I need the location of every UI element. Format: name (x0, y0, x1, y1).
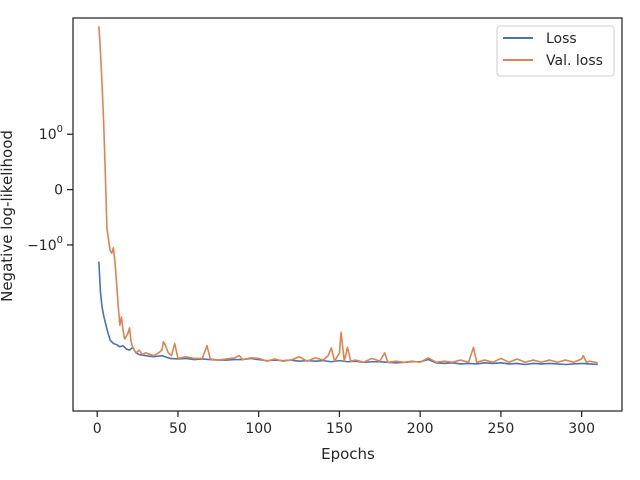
x-tick-label: 50 (169, 421, 187, 437)
x-tick-label: 0 (93, 421, 102, 437)
legend-label-loss: Loss (546, 31, 577, 47)
plot-layer (98, 26, 598, 366)
x-axis-label: Epochs (321, 445, 375, 463)
series-line-loss (98, 261, 598, 366)
x-axis: 0 50 100 150 200 250 300 (93, 411, 595, 437)
legend: Loss Val. loss (496, 25, 615, 77)
legend-label-val-loss: Val. loss (546, 53, 603, 69)
y-tick-label: 100 (39, 124, 63, 143)
x-tick-label: 100 (245, 421, 272, 437)
y-tick-label: 0 (54, 183, 63, 199)
plot-frame (72, 17, 623, 412)
x-tick-label: 200 (407, 421, 434, 437)
x-tick-label: 150 (326, 421, 353, 437)
y-axis: 100 0 −100 (27, 124, 73, 254)
y-tick-label: −100 (27, 235, 63, 254)
x-tick-label: 300 (568, 421, 595, 437)
x-tick-label: 250 (488, 421, 515, 437)
y-axis-label: Negative log-likelihood (0, 130, 16, 302)
series-line-val-loss (98, 26, 598, 364)
